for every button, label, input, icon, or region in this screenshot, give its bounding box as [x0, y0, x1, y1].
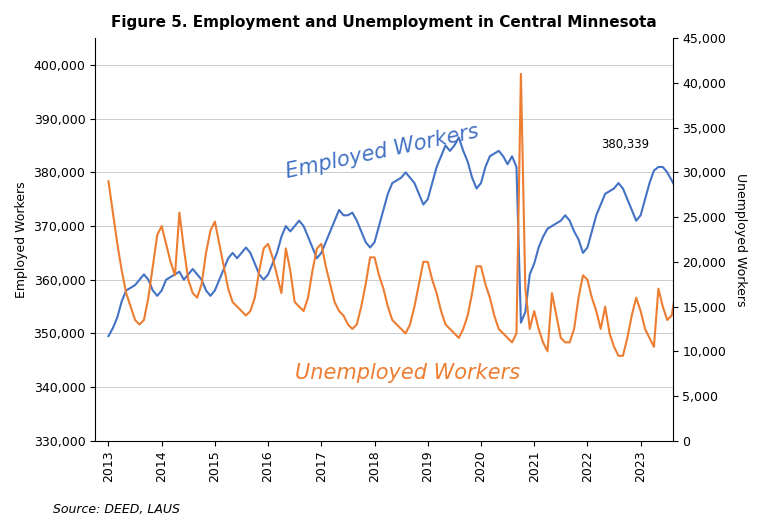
Y-axis label: Employed Workers: Employed Workers [15, 181, 28, 298]
Title: Figure 5. Employment and Unemployment in Central Minnesota: Figure 5. Employment and Unemployment in… [111, 15, 657, 30]
Y-axis label: Unemployed Workers: Unemployed Workers [734, 172, 747, 306]
Text: Employed Workers: Employed Workers [284, 121, 481, 182]
Text: Unemployed Workers: Unemployed Workers [295, 363, 520, 383]
Text: 380,339: 380,339 [600, 138, 649, 151]
Text: Source: DEED, LAUS: Source: DEED, LAUS [53, 503, 181, 516]
